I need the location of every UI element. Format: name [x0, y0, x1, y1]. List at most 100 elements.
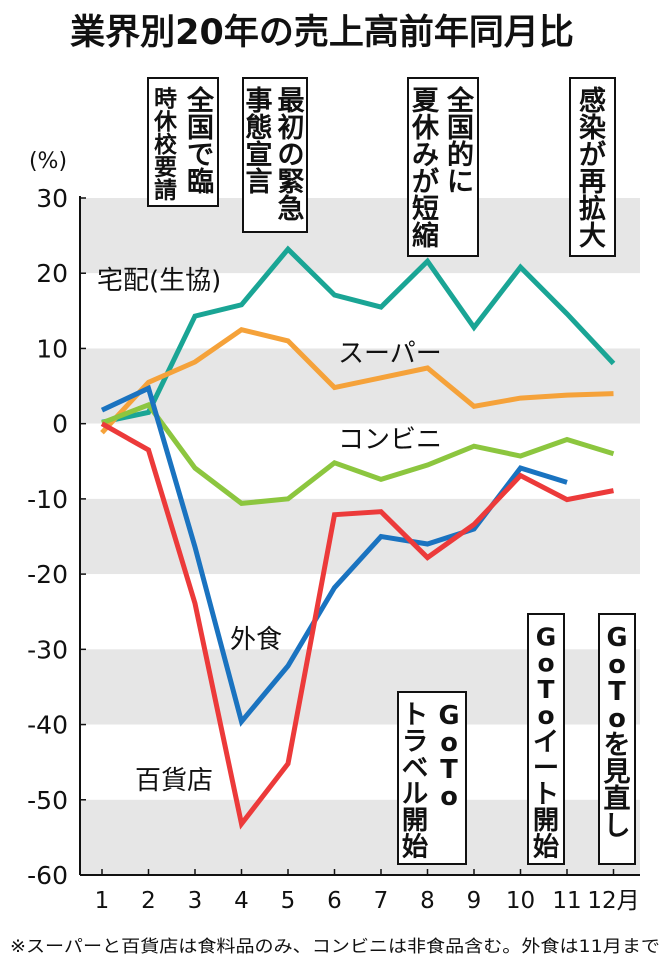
y-tick-label: -30 — [27, 635, 68, 664]
annotation-char: G — [536, 623, 556, 652]
annotation-char: 態 — [246, 112, 273, 144]
annotation-char: 休 — [411, 113, 440, 144]
annotation-char: で — [187, 140, 214, 171]
annotation-char: o — [440, 782, 458, 812]
annotation-char: ト — [402, 701, 428, 731]
annotation-box — [147, 77, 219, 207]
annotation-char: o — [608, 650, 626, 680]
annotation-char: T — [538, 675, 555, 704]
annotation-char: 請 — [154, 177, 177, 204]
annotation-char: 宣 — [246, 139, 273, 171]
annotation-char: 直 — [604, 784, 631, 815]
x-tick-label: 12月 — [587, 888, 639, 914]
annotation-char: ー — [533, 754, 559, 784]
annotations: 全国で臨時休校要請最初の緊急事態宣言全国的に夏休みが短縮感染が再拡大GoToトラ… — [147, 77, 636, 865]
series-line — [101, 401, 615, 506]
x-tick-label: 8 — [420, 888, 435, 914]
annotation-char: 大 — [579, 221, 606, 252]
annotation-char: G — [438, 701, 459, 731]
annotation-char: 的 — [447, 139, 474, 171]
annotation-char: 全 — [446, 85, 475, 117]
x-tick-label: 2 — [141, 888, 156, 914]
annotation-char: 全 — [186, 85, 215, 117]
x-tick-label: 6 — [327, 888, 342, 914]
ticks: 30 20 10 0 -10 -20 -30 -40 -50 -60 1 2 3 4 5 6 7 8 9 10 11 12… — [27, 184, 639, 914]
series-label: 宅配(生協) — [97, 266, 221, 296]
annotation-char: を — [604, 730, 631, 761]
annotation-char: 染 — [579, 113, 606, 144]
annotation-box — [569, 77, 616, 257]
x-tick-label: 5 — [281, 888, 296, 914]
annotation-char: 縮 — [412, 220, 439, 252]
series-label: スーパー — [338, 339, 442, 369]
axes — [79, 196, 640, 876]
annotation-char: 国 — [187, 113, 214, 144]
annotation-char: 急 — [278, 193, 305, 225]
series-label: 外食 — [230, 625, 282, 655]
annotation-char: o — [440, 728, 458, 758]
series-lines — [100, 245, 616, 830]
annotation-char: o — [537, 649, 554, 678]
annotation-char: 臨 — [187, 167, 214, 198]
x-tick-label: 1 — [95, 888, 110, 914]
annotation-char: 拡 — [579, 194, 606, 225]
x-tick-label: 11 — [552, 888, 581, 914]
annotation-char: 要 — [154, 155, 177, 181]
annotation-char: 開 — [533, 806, 559, 836]
annotation-char: の — [278, 140, 305, 171]
annotation-char: ト — [533, 780, 559, 810]
annotation-char: o — [537, 701, 554, 730]
x-tick-label: 9 — [467, 888, 482, 914]
annotation-char: イ — [533, 727, 559, 757]
annotation-char: T — [608, 677, 626, 707]
annotation-char: 始 — [533, 832, 559, 862]
annotation-char: 緊 — [278, 167, 305, 198]
footnote: ※スーパーと百貨店は食料品のみ、コンビニは非食品含む。外食は11月まで — [10, 937, 660, 957]
series-label: コンビニ — [338, 425, 442, 455]
annotation-box — [242, 77, 308, 233]
annotation-char: 感 — [579, 85, 606, 117]
x-tick-label: 4 — [234, 888, 249, 914]
annotation-char: 再 — [579, 167, 606, 198]
annotation-char: 校 — [154, 131, 177, 158]
series-line — [101, 245, 616, 425]
annotation-char: 時 — [154, 87, 177, 113]
annotation-char: 最 — [278, 86, 305, 117]
annotation-char: 休 — [153, 109, 177, 135]
annotation-char: G — [606, 623, 627, 653]
series-label: 百貨店 — [135, 766, 213, 796]
annotation-box — [407, 77, 479, 257]
annotation-box — [397, 691, 467, 865]
annotation-char: o — [608, 704, 626, 734]
y-tick-label: -20 — [27, 560, 68, 589]
annotation-char: に — [447, 167, 474, 198]
annotation-char: が — [579, 139, 606, 171]
annotation-char: ラ — [402, 727, 428, 757]
chart-title: 業界別20年の売上高前年同月比 — [70, 13, 574, 53]
series-line — [100, 421, 614, 830]
annotation-char: 事 — [246, 86, 273, 117]
y-tick-label: 0 — [52, 410, 68, 439]
annotation-char: 言 — [246, 167, 273, 198]
annotation-char: 短 — [412, 194, 439, 225]
y-tick-label: 10 — [36, 334, 68, 363]
annotation-char: が — [412, 166, 439, 198]
y-axis-unit: (%) — [29, 149, 67, 174]
y-tick-label: -40 — [27, 711, 68, 740]
y-tick-label: -50 — [27, 786, 68, 815]
x-tick-label: 7 — [374, 888, 389, 914]
annotation-char: 始 — [402, 831, 429, 862]
annotation-box — [527, 613, 565, 865]
series-line — [100, 326, 614, 435]
annotation-char: ル — [402, 780, 428, 810]
y-tick-label: 30 — [36, 184, 68, 213]
x-tick-label: 10 — [506, 888, 535, 914]
annotation-box — [598, 613, 636, 865]
y-tick-label: 20 — [36, 259, 68, 288]
grid-band — [80, 273, 640, 349]
annotation-char: T — [440, 755, 458, 785]
y-tick-label: -10 — [27, 485, 68, 514]
annotation-char: 初 — [278, 113, 305, 144]
